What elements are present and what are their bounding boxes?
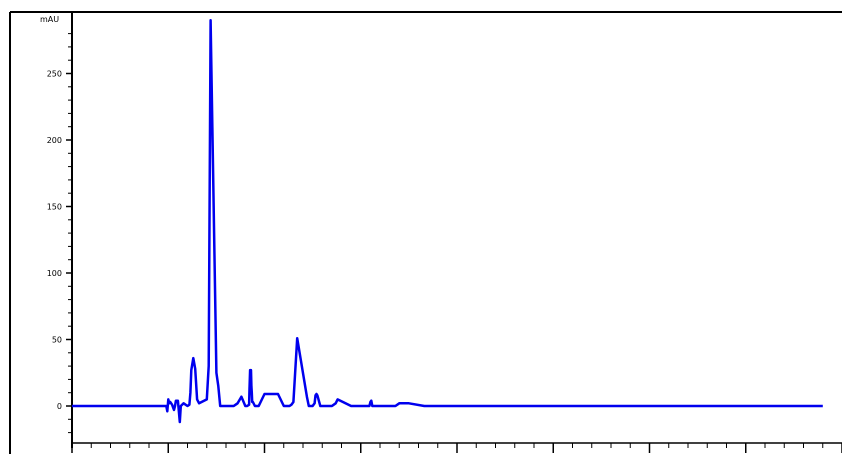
- y-tick-label: 250: [47, 70, 62, 79]
- y-ticks: 0 50 100 150 200 250: [47, 33, 72, 434]
- y-tick-label: 50: [52, 336, 62, 345]
- signal-line: [72, 19, 823, 424]
- y-axis: mAU 0 50 100 150 200 250: [9, 12, 73, 454]
- y-tick-label: 0: [57, 402, 62, 411]
- y-axis-unit-label: mAU: [40, 15, 59, 24]
- y-tick-label: 150: [47, 203, 62, 212]
- x-axis: [10, 11, 842, 453]
- y-tick-label: 200: [47, 136, 62, 145]
- y-tick-label: 100: [47, 269, 62, 278]
- x-ticks: [71, 443, 842, 453]
